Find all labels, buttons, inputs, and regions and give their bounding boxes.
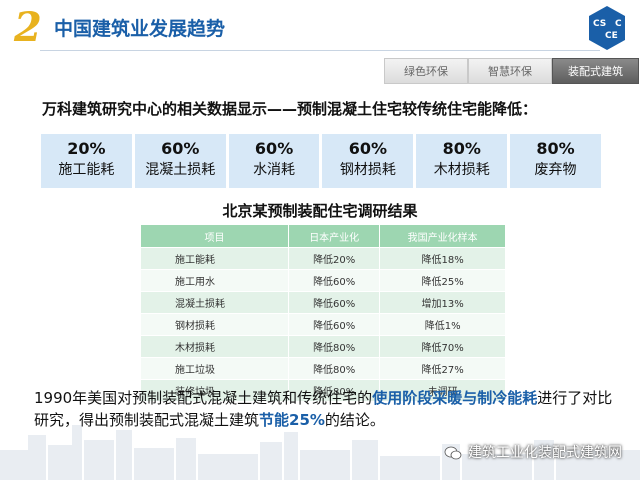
- table-cell: 降低80%: [288, 335, 381, 358]
- stat-card: 20% 施工能耗: [41, 134, 132, 188]
- stat-value: 20%: [67, 139, 106, 158]
- stat-value: 60%: [254, 139, 294, 158]
- stat-label: 水消耗: [253, 162, 296, 178]
- stat-value: 80%: [536, 139, 575, 158]
- cscec-logo: CS CE C: [589, 6, 625, 50]
- stat-label: 废弃物: [534, 162, 577, 178]
- table-cell: 降低80%: [288, 379, 381, 402]
- stat-card: 60% 钢材损耗: [322, 134, 414, 188]
- tab-smart-environment[interactable]: 智慧环保: [468, 58, 552, 84]
- survey-table-title: 北京某预制装配住宅调研结果: [222, 202, 418, 220]
- survey-results-table: 项目 日本产业化 我国产业化样本 施工能耗 降低20% 降低18% 施工用水 降…: [139, 224, 506, 402]
- table-row: 钢材损耗 降低60% 降低1%: [139, 313, 506, 336]
- table-cell: 降低80%: [288, 357, 381, 380]
- table-cell: 施工垃圾: [139, 357, 290, 380]
- stat-label: 木材损耗: [433, 162, 490, 178]
- stat-value: 60%: [161, 139, 200, 158]
- svg-text:CS: CS: [593, 19, 606, 29]
- stat-value: 60%: [348, 139, 388, 158]
- table-cell: 降低20%: [288, 247, 381, 270]
- table-cell: 降低60%: [288, 313, 381, 336]
- table-row: 装修垃圾 降低80% 未调研: [139, 379, 506, 402]
- watermark-text: 建筑工业化装配式建筑网: [468, 445, 622, 461]
- table-cell: 降低27%: [379, 357, 506, 380]
- watermark: 建筑工业化装配式建筑网: [444, 442, 622, 462]
- wechat-icon: [444, 446, 462, 460]
- table-header-row: 项目 日本产业化 我国产业化样本: [139, 224, 506, 248]
- svg-text:CE: CE: [605, 31, 618, 41]
- header-divider: [40, 50, 600, 51]
- stat-card: 60% 混凝土损耗: [134, 134, 226, 188]
- conclusion-text: 的结论。: [324, 411, 385, 429]
- conclusion-text: 进行了对比研究，得出预制装配式混凝土建筑: [34, 389, 613, 429]
- section-tabs: 绿色环保 智慧环保 装配式建筑: [384, 58, 639, 84]
- table-cell: 降低25%: [379, 269, 506, 292]
- column-header: 日本产业化: [288, 224, 381, 248]
- table-cell: 装修垃圾: [139, 379, 290, 402]
- table-row: 施工能耗 降低20% 降低18%: [139, 247, 506, 270]
- conclusion-paragraph: 1990年美国对预制装配式混凝土建筑和传统住宅的使用阶段采暖与制冷能耗进行了对比…: [34, 387, 614, 431]
- table-row: 施工垃圾 降低80% 降低27%: [139, 357, 506, 380]
- table-cell: 降低60%: [288, 269, 381, 292]
- table-cell: 降低60%: [288, 291, 381, 314]
- stat-label: 施工能耗: [58, 162, 115, 178]
- tab-prefab-building[interactable]: 装配式建筑: [552, 58, 639, 84]
- table-row: 混凝土损耗 降低60% 增加13%: [139, 291, 506, 314]
- stat-card: 60% 水消耗: [228, 134, 320, 188]
- conclusion-highlight: 使用阶段采暖与制冷能耗: [372, 389, 538, 407]
- table-cell: 降低18%: [379, 247, 506, 270]
- city-skyline-background: [0, 425, 640, 480]
- stat-value: 80%: [442, 139, 481, 158]
- table-row: 木材损耗 降低80% 降低70%: [139, 335, 506, 358]
- slide-title: 中国建筑业发展趋势: [54, 18, 226, 40]
- stat-card: 80% 木材损耗: [416, 134, 508, 188]
- table-cell: 施工能耗: [139, 247, 290, 270]
- conclusion-highlight: 节能25%: [259, 411, 325, 429]
- table-cell: 降低70%: [379, 335, 506, 358]
- table-cell: 钢材损耗: [139, 313, 290, 336]
- table-cell: 未调研: [379, 379, 506, 402]
- reduction-stats: 20% 施工能耗 60% 混凝土损耗 60% 水消耗 60% 钢材损耗 80% …: [41, 134, 601, 188]
- column-header: 项目: [139, 224, 290, 248]
- data-source-subtitle: 万科建筑研究中心的相关数据显示——预制混凝土住宅较传统住宅能降低：: [42, 100, 538, 118]
- table-cell: 木材损耗: [139, 335, 290, 358]
- tab-green-environment[interactable]: 绿色环保: [384, 58, 468, 84]
- table-cell: 增加13%: [379, 291, 506, 314]
- section-number: 2: [14, 4, 42, 51]
- table-cell: 混凝土损耗: [139, 291, 290, 314]
- svg-text:C: C: [615, 19, 622, 29]
- slide-header: 2 中国建筑业发展趋势 CS CE C: [0, 0, 640, 58]
- table-row: 施工用水 降低60% 降低25%: [139, 269, 506, 292]
- table-cell: 施工用水: [139, 269, 290, 292]
- table-cell: 降低1%: [379, 313, 506, 336]
- conclusion-text: 1990年美国对预制装配式混凝土建筑和传统住宅的: [34, 389, 373, 407]
- stat-label: 混凝土损耗: [145, 162, 216, 178]
- column-header: 我国产业化样本: [379, 224, 506, 248]
- stat-label: 钢材损耗: [339, 162, 396, 178]
- stat-card: 80% 废弃物: [510, 134, 601, 188]
